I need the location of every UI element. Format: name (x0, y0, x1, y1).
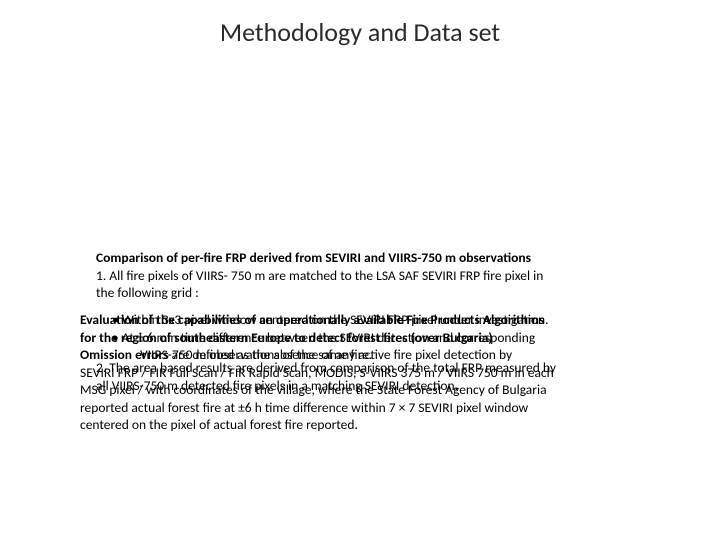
item1-line1: 1. All fire pixels of VIIRS- 750 m are m… (80, 268, 680, 284)
eval-line6: reported actual forest fire at ±6 h time… (80, 400, 680, 416)
slide-title: Methodology and Data set (0, 16, 720, 48)
slide-page: Methodology and Data set Comparison of p… (0, 0, 720, 540)
text-layer-1: Comparison of per-fire FRP derived from … (80, 250, 680, 303)
item2-line1: 2. The area based results are derived fr… (80, 360, 680, 376)
item1-line2: the following grid : (80, 285, 680, 301)
bullet-1: • Within 3x3 pixel window centered on th… (80, 312, 680, 328)
eval-line7: centered on the pixel of actual forest f… (80, 417, 680, 433)
item2-line2: all VIIRS-750 m detected fire pixels in … (80, 378, 680, 394)
bullet-2: • At ± 6 min time difference between the… (80, 330, 680, 346)
text-layer-3: 2. The area based results are derived fr… (80, 360, 680, 395)
comparison-heading: Comparison of per-fire FRP derived from … (80, 250, 680, 266)
text-layer-2: • Within 3x3 pixel window centered on th… (80, 312, 680, 365)
